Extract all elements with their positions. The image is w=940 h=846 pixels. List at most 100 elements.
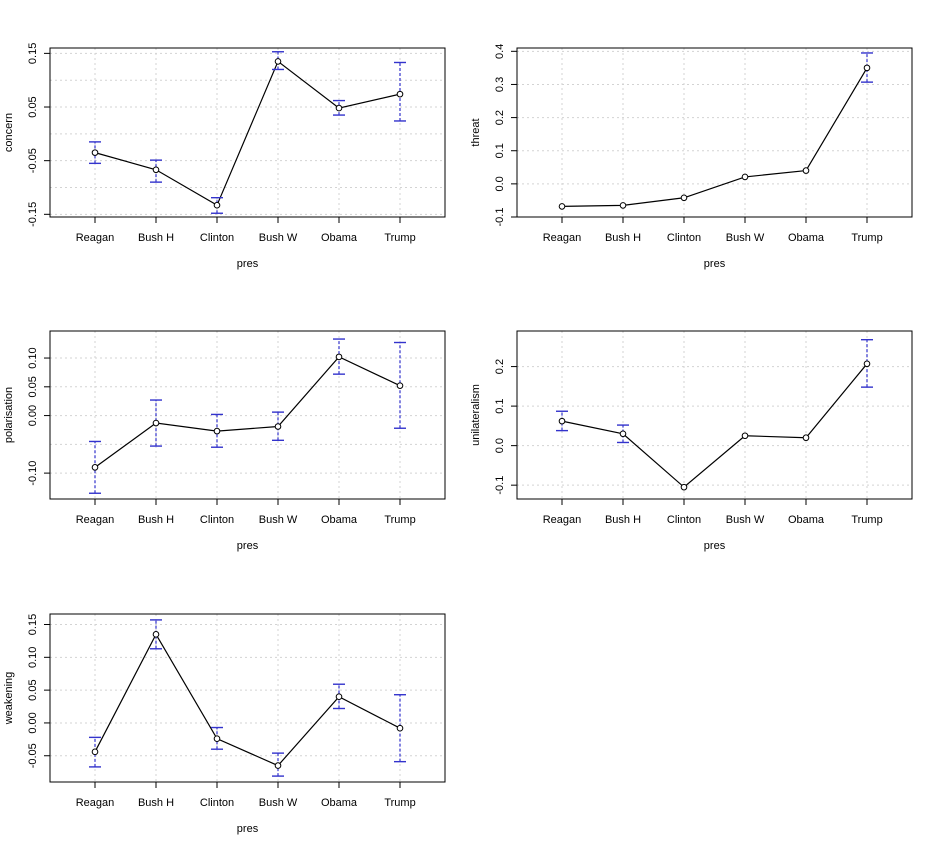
data-point: [802, 434, 810, 442]
y-tick-label: -0.1: [494, 208, 506, 227]
y-tick-label: -0.10: [27, 461, 39, 486]
data-point: [274, 423, 282, 430]
data-point: [91, 464, 99, 471]
data-point: [680, 194, 688, 202]
y-tick-label: -0.1: [494, 476, 506, 495]
y-tick-label: -0.15: [27, 202, 39, 227]
y-tick-label: 0.1: [494, 398, 506, 413]
data-point: [152, 166, 160, 174]
y-axis-label: weakening: [3, 672, 15, 726]
y-axis-label: unilateralism: [470, 384, 482, 446]
x-axis-label: pres: [237, 823, 259, 835]
x-tick-label: Trump: [851, 232, 882, 244]
chart-panel-weakening: Reagan Bush H Clinton Bush W Obama Trump -0.05…: [3, 613, 446, 835]
y-tick-label: 0.0: [494, 438, 506, 453]
data-point: [91, 149, 99, 156]
x-tick-label: Obama: [321, 797, 358, 809]
data-point: [335, 693, 343, 700]
data-point: [558, 203, 566, 210]
data-point: [335, 353, 343, 361]
y-tick-label: 0.4: [494, 44, 506, 59]
data-point: [91, 748, 99, 756]
x-tick-label: Clinton: [200, 514, 234, 526]
x-axis-label: pres: [704, 540, 726, 552]
x-tick-label: Obama: [788, 232, 825, 244]
plot-frame: [49, 47, 446, 218]
series-line: [94, 633, 401, 767]
x-tick-label: Bush W: [259, 514, 298, 526]
x-tick-label: Obama: [321, 514, 358, 526]
x-tick-label: Clinton: [200, 797, 234, 809]
data-point: [274, 58, 282, 65]
chart-panel-unilateralism: Reagan Bush H Clinton Bush W Obama Trump -0.1 0…: [470, 330, 913, 552]
plot-frame: [516, 330, 913, 500]
y-axis-label: threat: [470, 118, 482, 146]
x-tick-label: Reagan: [76, 232, 115, 244]
data-point: [619, 430, 627, 438]
data-point: [680, 483, 688, 491]
data-point: [213, 201, 221, 209]
data-point: [213, 427, 221, 435]
x-tick-label: Bush H: [138, 797, 174, 809]
series-line: [561, 363, 868, 488]
data-point: [274, 762, 282, 769]
x-axis-label: pres: [237, 540, 259, 552]
chart-panel-polarisation: Reagan Bush H Clinton Bush W Obama Trump -0.10…: [3, 330, 446, 552]
x-tick-label: Bush H: [605, 232, 641, 244]
data-point: [741, 173, 749, 181]
y-tick-label: 0.1: [494, 143, 506, 158]
y-tick-label: -0.05: [27, 743, 39, 768]
data-point: [213, 735, 221, 742]
x-tick-label: Reagan: [543, 232, 582, 244]
x-tick-label: Obama: [788, 514, 825, 526]
x-tick-label: Reagan: [76, 514, 115, 526]
x-tick-label: Clinton: [667, 514, 701, 526]
x-tick-label: Trump: [851, 514, 882, 526]
y-tick-label: 0.0: [494, 176, 506, 191]
y-tick-label: 0.15: [27, 614, 39, 635]
x-tick-label: Reagan: [543, 514, 582, 526]
y-tick-label: 0.05: [27, 96, 39, 117]
x-tick-label: Clinton: [667, 232, 701, 244]
data-point: [396, 382, 404, 389]
y-tick-label: -0.05: [27, 148, 39, 173]
y-tick-label: 0.05: [27, 376, 39, 397]
x-tick-label: Bush W: [726, 232, 765, 244]
x-tick-label: Trump: [384, 797, 415, 809]
data-point: [396, 724, 404, 732]
y-tick-label: 0.3: [494, 77, 506, 92]
data-point: [152, 631, 160, 638]
x-tick-label: Clinton: [200, 232, 234, 244]
data-point: [335, 104, 343, 112]
x-tick-label: Bush W: [259, 232, 298, 244]
data-point: [863, 64, 871, 72]
plot-frame: [49, 330, 446, 500]
y-tick-label: 0.10: [27, 647, 39, 668]
data-point: [558, 417, 566, 425]
data-point: [152, 419, 160, 427]
x-axis-label: pres: [237, 258, 259, 270]
x-tick-label: Bush W: [259, 797, 298, 809]
x-axis-label: pres: [704, 258, 726, 270]
x-tick-label: Bush H: [605, 514, 641, 526]
y-tick-label: 0.05: [27, 679, 39, 700]
data-point: [619, 202, 627, 209]
data-point: [802, 167, 810, 174]
x-tick-label: Bush H: [138, 232, 174, 244]
series-line: [561, 67, 868, 207]
y-axis-label: polarisation: [3, 387, 15, 443]
x-tick-label: Bush W: [726, 514, 765, 526]
y-tick-label: 0.00: [27, 712, 39, 733]
plot-frame: [516, 47, 913, 218]
y-tick-label: 0.15: [27, 43, 39, 64]
x-tick-label: Trump: [384, 232, 415, 244]
x-tick-label: Reagan: [76, 797, 115, 809]
x-tick-label: Bush H: [138, 514, 174, 526]
series-line: [94, 60, 401, 207]
chart-panel-concern: Reagan Bush H Clinton Bush W Obama Trump -0.15…: [3, 43, 446, 270]
y-tick-label: 0.2: [494, 359, 506, 374]
y-tick-label: 0.10: [27, 347, 39, 368]
data-point: [396, 90, 404, 98]
x-tick-label: Trump: [384, 514, 415, 526]
